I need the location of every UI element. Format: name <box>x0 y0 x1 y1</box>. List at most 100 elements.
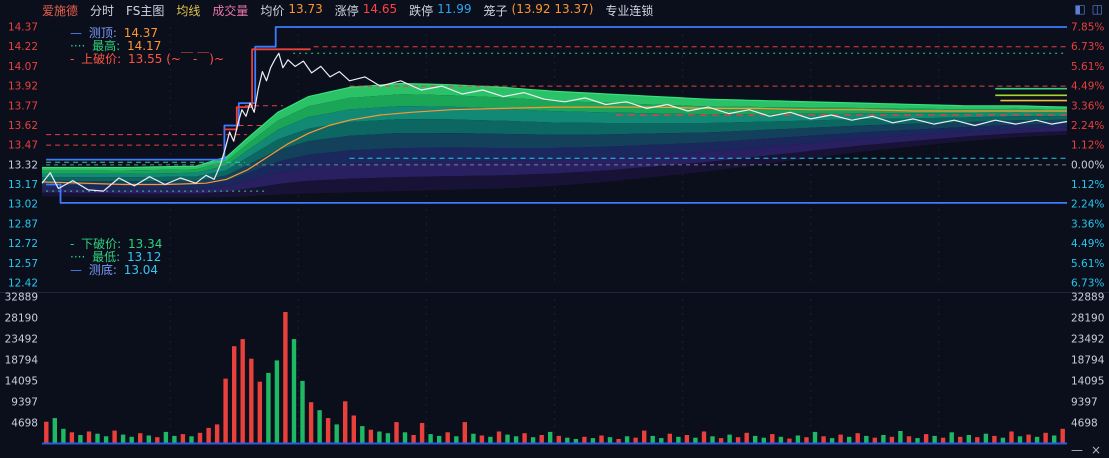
volume-bar <box>445 432 450 443</box>
volume-bar <box>44 421 49 443</box>
annotation-value: 13.34 <box>128 237 163 251</box>
volume-bar <box>684 435 690 443</box>
annotation-value: 14.17 <box>126 39 162 53</box>
pct-tick-label: 1.12% <box>1071 179 1104 191</box>
volume-bar <box>829 438 835 443</box>
volume-bar <box>112 430 117 443</box>
price-tick-label: 13.92 <box>8 81 38 93</box>
volume-bar <box>744 432 749 443</box>
volume-bar <box>735 437 741 443</box>
volume-bar <box>847 436 852 443</box>
ribbon-band <box>42 106 1067 178</box>
price-tick-label: 13.77 <box>8 100 38 112</box>
toggle-volume[interactable]: 成交量 <box>212 3 249 18</box>
dash-sample-icon: - <box>70 237 75 251</box>
limit-up-label: 涨停 <box>334 3 359 18</box>
toggle-ma-lines[interactable]: 均线 <box>176 3 201 18</box>
annotation-label: 最高: <box>92 39 121 53</box>
volume-bar <box>718 438 724 443</box>
volume-bar <box>343 401 348 443</box>
price-tick-label: 13.02 <box>8 199 38 211</box>
volume-bar <box>770 434 775 443</box>
price-tick-label: 13.62 <box>8 120 38 132</box>
limit-up-value: 14.65 <box>362 1 398 16</box>
volume-bar <box>249 358 254 443</box>
volume-bar <box>1052 435 1057 443</box>
close-button[interactable]: × <box>1090 443 1101 457</box>
volume-bar <box>667 433 672 443</box>
volume-bar <box>513 436 519 443</box>
volume-bar <box>812 431 818 443</box>
volume-bar <box>565 437 570 443</box>
volume-bar <box>69 432 75 443</box>
floor-cage-line <box>46 183 1067 204</box>
new-window-icon[interactable]: ◫ <box>1091 2 1103 16</box>
volume-bar <box>214 424 220 443</box>
volume-tick-label: 4698 <box>11 418 38 430</box>
volume-bar <box>633 437 638 443</box>
bottom-controls: — × <box>1071 443 1101 457</box>
ribbon-band <box>42 127 1067 194</box>
volume-bar <box>266 372 271 443</box>
limit-down-group: 跌停 11.99 <box>409 2 471 19</box>
volume-bar <box>385 433 391 443</box>
pct-tick-label: 7.85% <box>1071 22 1104 34</box>
cage-value: (13.92 13.37) <box>511 1 594 16</box>
volume-bar <box>992 435 997 443</box>
volume-bar <box>778 436 784 443</box>
volume-tick-label: 32889 <box>5 292 38 304</box>
dash-sample-icon: - <box>70 52 75 66</box>
volume-bar <box>95 433 100 443</box>
pct-tick-label: 2.24% <box>1071 120 1104 132</box>
volume-bar <box>872 437 877 443</box>
volume-bar <box>889 436 895 443</box>
price-tick-label: 13.47 <box>8 140 38 152</box>
stock-name: 爱施德 <box>42 3 79 18</box>
layout-icon[interactable]: ◧ <box>1074 2 1086 16</box>
annotation-day-low: ···· 最低: 13.12 <box>70 248 164 265</box>
volume-bar <box>795 435 801 443</box>
pct-tick-label: 6.73% <box>1071 41 1104 53</box>
volume-bar <box>923 434 929 443</box>
price-tick-label: 13.17 <box>8 179 38 191</box>
volume-bar <box>505 434 510 443</box>
volume-bar <box>983 433 989 443</box>
annotation-break-up: - 上破价: 13.55 (~￣-￣)~ <box>70 50 227 67</box>
pct-tick-label: 4.49% <box>1071 238 1104 250</box>
volume-bar <box>325 418 331 443</box>
tab-intraday[interactable]: 分时 <box>90 3 115 18</box>
volume-bar <box>496 431 502 443</box>
volume-bar <box>539 435 544 443</box>
volume-bar <box>676 436 681 443</box>
volume-bar <box>471 433 476 443</box>
volume-bar <box>78 435 83 443</box>
pct-tick-label: 5.61% <box>1071 258 1104 270</box>
tab-fs-main-chart[interactable]: FS主图 <box>126 3 165 18</box>
volume-bar <box>317 410 322 443</box>
volume-bar <box>120 434 126 443</box>
volume-tick-label: 9397 <box>11 397 38 409</box>
volume-bar <box>753 435 758 443</box>
cage-label: 笼子 <box>483 3 508 18</box>
annotation-value: 14.37 <box>123 26 159 40</box>
volume-bar <box>624 436 630 443</box>
volume-bar <box>761 437 766 443</box>
minimize-button[interactable]: — <box>1070 443 1083 457</box>
volume-bar <box>86 431 92 443</box>
volume-tick-label: 23492 <box>5 334 38 346</box>
price-tick-label: 12.87 <box>8 218 38 230</box>
volume-bar <box>402 432 408 443</box>
volume-bar <box>530 437 536 443</box>
price-tick-label: 14.22 <box>8 41 38 53</box>
volume-bar <box>206 427 211 443</box>
volume-bar <box>1043 432 1048 443</box>
volume-bar <box>428 434 433 443</box>
volume-bar <box>659 438 664 443</box>
volume-bar <box>103 436 109 443</box>
volume-bar <box>197 432 203 443</box>
annotation-value: 13.04 <box>123 263 159 277</box>
avg-price-value: 13.73 <box>288 1 323 16</box>
window-icon-group: ◧ ◫ <box>1074 2 1103 16</box>
volume-bar <box>804 437 809 443</box>
